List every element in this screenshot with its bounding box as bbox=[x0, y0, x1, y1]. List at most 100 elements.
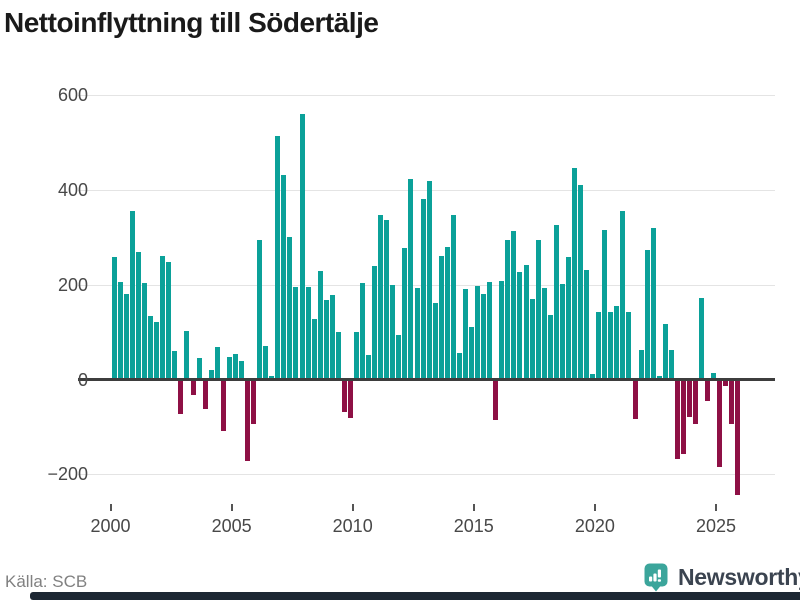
bar bbox=[172, 351, 178, 378]
y-axis-tick-label: 600 bbox=[57, 84, 88, 105]
bar bbox=[705, 381, 711, 402]
bar bbox=[608, 312, 614, 378]
bar bbox=[329, 295, 335, 378]
bar bbox=[693, 381, 699, 424]
bar bbox=[680, 381, 686, 455]
bar bbox=[578, 184, 584, 378]
bar bbox=[668, 349, 674, 378]
bar bbox=[632, 381, 638, 419]
bar bbox=[729, 381, 735, 425]
bar bbox=[426, 180, 432, 378]
x-axis-tick-label: 2025 bbox=[695, 516, 737, 536]
bar bbox=[602, 229, 608, 378]
x-axis-tick bbox=[472, 504, 475, 511]
bar bbox=[311, 319, 317, 378]
bar bbox=[656, 376, 662, 378]
bar bbox=[662, 324, 668, 378]
bar bbox=[529, 298, 535, 378]
y-axis-tick-label: 0 bbox=[77, 369, 88, 390]
bar bbox=[511, 230, 517, 378]
source-note: Källa: SCB bbox=[5, 572, 88, 591]
bottom-bar bbox=[30, 592, 800, 600]
bar bbox=[517, 272, 523, 378]
bar bbox=[462, 288, 468, 378]
chart-title: Nettoinflyttning till Södertälje bbox=[4, 7, 379, 38]
bar bbox=[475, 286, 481, 378]
bar bbox=[396, 334, 402, 378]
bar bbox=[408, 178, 414, 378]
x-axis-tick-label: 2020 bbox=[574, 516, 615, 536]
bar bbox=[614, 306, 620, 378]
bar bbox=[438, 255, 444, 378]
gridline bbox=[78, 94, 775, 96]
x-axis-tick-label: 2015 bbox=[453, 516, 494, 536]
bar bbox=[111, 257, 117, 378]
bar bbox=[214, 346, 220, 378]
bar bbox=[487, 282, 493, 378]
bar bbox=[190, 381, 196, 396]
bar bbox=[735, 381, 741, 496]
bar bbox=[178, 381, 184, 414]
bar bbox=[402, 248, 408, 378]
bar bbox=[263, 346, 269, 378]
bar bbox=[456, 353, 462, 378]
bar bbox=[481, 294, 487, 378]
x-axis-tick-label: 2005 bbox=[211, 516, 252, 536]
bar bbox=[196, 357, 202, 378]
bar bbox=[553, 225, 559, 378]
newsworthy-bubble-icon bbox=[644, 563, 669, 592]
bar bbox=[547, 315, 553, 378]
bar bbox=[384, 219, 390, 378]
bar bbox=[626, 312, 632, 378]
bar bbox=[275, 136, 281, 378]
bar bbox=[245, 381, 250, 462]
bar bbox=[269, 376, 275, 378]
bar bbox=[559, 283, 565, 378]
x-axis-tick bbox=[109, 504, 112, 511]
bar bbox=[366, 354, 372, 378]
bar bbox=[123, 294, 129, 378]
gridline bbox=[78, 474, 775, 476]
bar bbox=[136, 252, 142, 378]
bar bbox=[620, 211, 626, 378]
bar bbox=[499, 281, 505, 378]
y-axis-tick-label: 400 bbox=[57, 179, 88, 200]
bar bbox=[154, 322, 160, 378]
bar bbox=[699, 297, 705, 378]
y-axis-tick-label: 200 bbox=[57, 274, 88, 295]
x-axis-tick bbox=[230, 504, 233, 511]
bar bbox=[450, 215, 456, 378]
bar bbox=[650, 227, 656, 378]
bar bbox=[347, 381, 353, 418]
bar bbox=[723, 381, 729, 387]
x-axis-tick-label: 2000 bbox=[90, 516, 131, 536]
bar bbox=[717, 381, 723, 467]
bar bbox=[317, 270, 323, 378]
bar bbox=[493, 381, 499, 421]
bar bbox=[220, 381, 226, 432]
bar bbox=[644, 249, 650, 378]
bar bbox=[251, 381, 257, 425]
bar bbox=[523, 264, 529, 378]
bar bbox=[305, 287, 311, 378]
bar bbox=[674, 381, 680, 459]
bar bbox=[505, 239, 511, 378]
x-axis-tick bbox=[715, 504, 717, 511]
bar bbox=[257, 239, 263, 378]
bar bbox=[565, 256, 571, 378]
brand-logo: Newsworthy bbox=[644, 563, 800, 592]
bar bbox=[372, 266, 378, 378]
x-axis-tick-label: 2010 bbox=[332, 516, 373, 536]
bar bbox=[711, 373, 717, 378]
bar bbox=[335, 332, 341, 378]
bar bbox=[590, 374, 596, 378]
y-axis-tick-label: −200 bbox=[47, 464, 88, 485]
bar bbox=[469, 327, 475, 378]
bar bbox=[117, 281, 123, 378]
bar bbox=[202, 381, 208, 409]
bar bbox=[323, 300, 329, 378]
bar bbox=[354, 331, 359, 378]
bar bbox=[535, 239, 541, 378]
zero-axis-line bbox=[78, 378, 775, 381]
